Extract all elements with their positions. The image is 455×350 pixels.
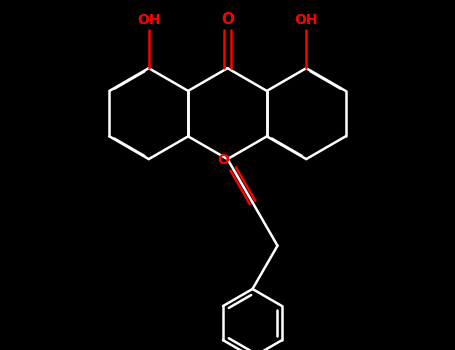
Text: OH: OH bbox=[294, 13, 318, 27]
Text: O: O bbox=[217, 153, 229, 167]
Text: OH: OH bbox=[137, 13, 161, 27]
Text: O: O bbox=[221, 12, 234, 27]
